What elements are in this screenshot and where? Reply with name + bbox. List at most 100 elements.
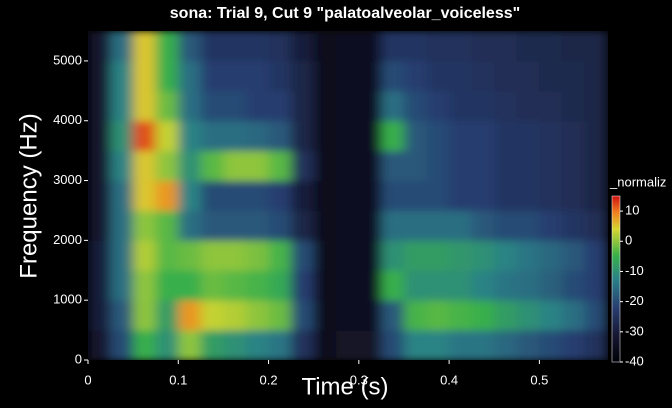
heat-cell xyxy=(178,120,202,152)
heat-cell xyxy=(561,31,586,62)
heat-cell xyxy=(494,180,518,211)
heat-cell xyxy=(133,240,157,271)
heat-cell xyxy=(358,270,382,301)
heat-cell xyxy=(381,120,405,152)
heat-cell xyxy=(561,210,586,241)
heat-cell xyxy=(245,270,270,301)
heat-cell xyxy=(449,240,473,271)
heat-cell xyxy=(313,210,337,241)
heat-cell xyxy=(471,180,495,211)
heat-cell xyxy=(178,270,202,301)
heat-cell xyxy=(110,300,134,331)
heat-cell xyxy=(88,90,112,122)
heat-cell xyxy=(313,90,337,122)
heat-cell xyxy=(494,90,518,122)
heat-cell xyxy=(358,240,382,271)
heat-cell xyxy=(223,240,247,271)
heat-cell xyxy=(449,31,473,62)
heat-cell xyxy=(426,90,450,122)
colorbar-tick-label: -10 xyxy=(625,263,644,278)
heat-cell xyxy=(155,300,179,331)
heat-cell xyxy=(516,270,540,301)
heat-cell xyxy=(471,150,495,182)
heat-cell xyxy=(584,150,608,182)
heat-cell xyxy=(539,180,563,211)
heat-cell xyxy=(336,120,360,152)
heat-cell xyxy=(539,210,563,241)
heat-cell xyxy=(449,300,473,331)
heat-cell xyxy=(561,240,586,271)
heat-cell xyxy=(245,180,270,211)
heat-cell xyxy=(381,300,405,331)
heat-cell xyxy=(561,330,586,360)
heat-cell xyxy=(200,300,224,331)
heat-cell xyxy=(245,150,270,182)
heat-cell xyxy=(268,270,292,301)
heat-cell xyxy=(110,180,134,211)
heat-cell xyxy=(313,60,337,92)
heat-cell xyxy=(539,330,563,360)
heat-cell xyxy=(426,150,450,182)
heat-cell xyxy=(494,60,518,92)
heat-cell xyxy=(539,270,563,301)
heat-cell xyxy=(268,330,292,360)
heat-cell xyxy=(268,150,292,182)
heat-cell xyxy=(133,300,157,331)
heat-cell xyxy=(449,210,473,241)
heat-cell xyxy=(133,330,157,360)
heat-cell xyxy=(381,240,405,271)
heat-cell xyxy=(291,150,315,182)
heat-cell xyxy=(381,90,405,122)
heat-cell xyxy=(494,270,518,301)
x-tick-label: 0.4 xyxy=(440,372,458,387)
heat-cell xyxy=(155,150,179,182)
heat-cell xyxy=(200,150,224,182)
heat-cell xyxy=(494,150,518,182)
heat-cell xyxy=(336,210,360,241)
heat-cell xyxy=(381,180,405,211)
heat-cell xyxy=(584,210,608,241)
heat-cell xyxy=(358,210,382,241)
heat-cell xyxy=(471,90,495,122)
heat-cell xyxy=(88,330,112,360)
heat-cell xyxy=(200,60,224,92)
heat-cell xyxy=(178,330,202,360)
heat-cell xyxy=(584,60,608,92)
heat-cell xyxy=(403,330,428,360)
heat-cell xyxy=(336,270,360,301)
heat-cell xyxy=(358,150,382,182)
heat-cell xyxy=(110,330,134,360)
heat-cell xyxy=(155,180,179,211)
heat-cell xyxy=(358,31,382,62)
heat-cell xyxy=(584,120,608,152)
heat-cell xyxy=(133,150,157,182)
colorbar-tick-label: -40 xyxy=(625,353,644,368)
heat-cell xyxy=(494,31,518,62)
heat-cell xyxy=(223,90,247,122)
heat-cell xyxy=(245,31,270,62)
heat-cell xyxy=(178,150,202,182)
heat-cell xyxy=(223,180,247,211)
heat-cell xyxy=(403,180,428,211)
x-axis-label: Time (s) xyxy=(301,373,388,400)
heat-cell xyxy=(358,330,382,360)
heat-cell xyxy=(426,240,450,271)
heat-cell xyxy=(561,90,586,122)
heat-cell xyxy=(133,210,157,241)
colorbar-tick-label: 10 xyxy=(625,203,639,218)
heat-cell xyxy=(358,300,382,331)
heat-cell xyxy=(471,330,495,360)
heat-cell xyxy=(291,240,315,271)
heat-cell xyxy=(516,120,540,152)
heat-cell xyxy=(268,120,292,152)
heat-cell xyxy=(200,330,224,360)
x-tick-label: 0 xyxy=(84,372,91,387)
heat-cell xyxy=(584,300,608,331)
heat-cell xyxy=(584,240,608,271)
heat-cell xyxy=(223,150,247,182)
heat-cell xyxy=(200,31,224,62)
heat-cell xyxy=(291,120,315,152)
heat-cell xyxy=(403,90,428,122)
heat-cell xyxy=(584,270,608,301)
